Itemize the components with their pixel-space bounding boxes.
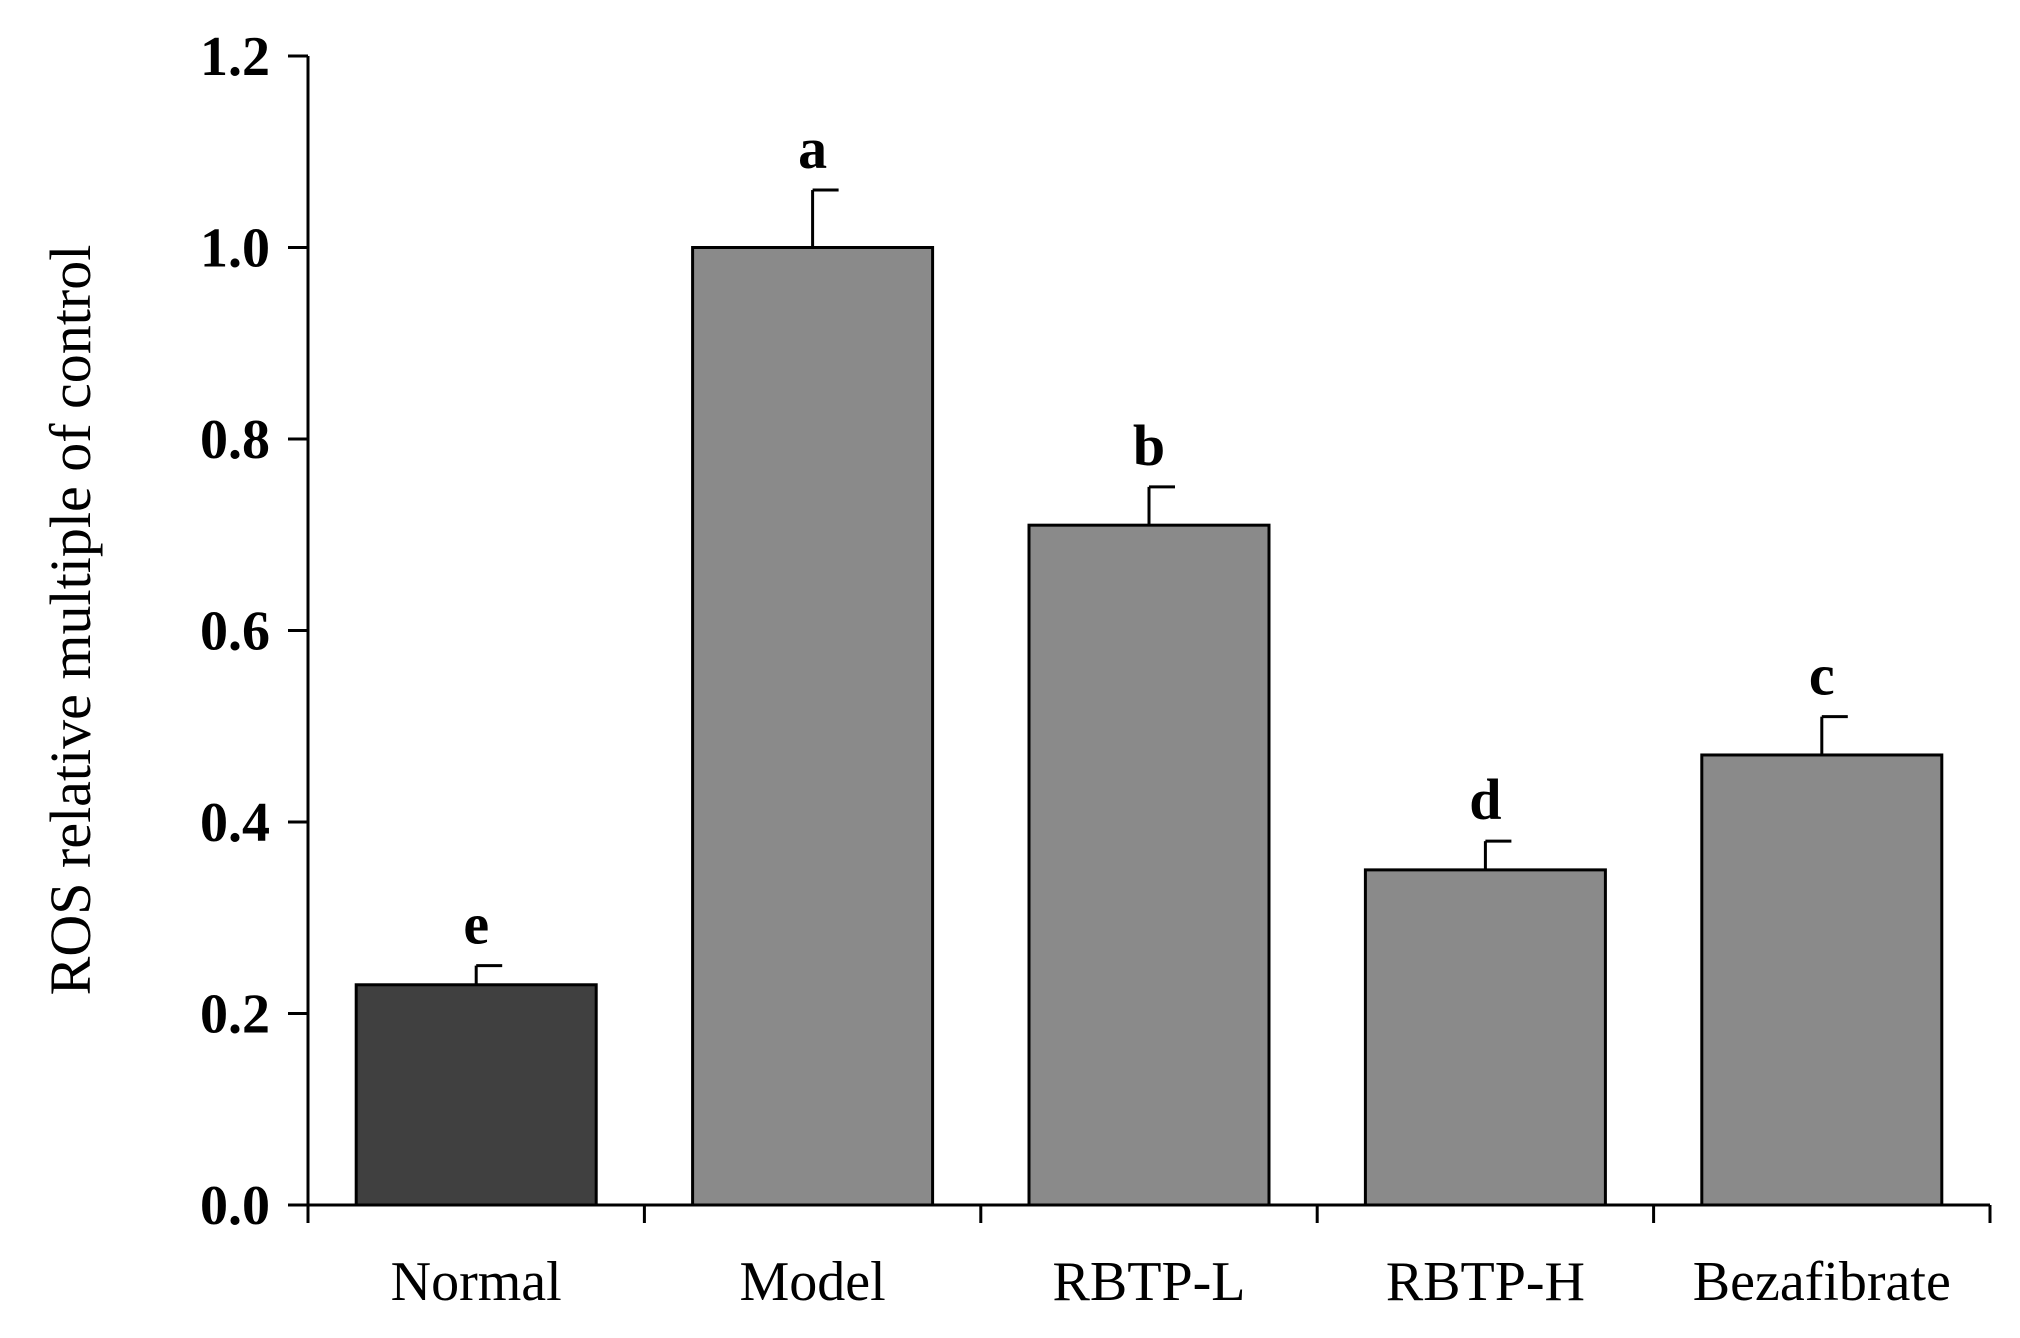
- x-category-label: Bezafibrate: [1693, 1251, 1951, 1313]
- bar-rbtp-h: [1363, 868, 1607, 1207]
- y-tick-label: 0.4: [200, 792, 270, 854]
- y-tick-label: 1.0: [200, 218, 270, 280]
- bar-normal: [354, 983, 598, 1207]
- x-category-label: Normal: [391, 1251, 562, 1313]
- x-category-label: RBTP-H: [1386, 1251, 1585, 1313]
- bar-bezafibrate: [1700, 753, 1944, 1207]
- y-tick-label: 0.6: [200, 601, 270, 663]
- bars-layer: [354, 188, 1944, 1207]
- y-tick-label: 0.8: [200, 409, 270, 471]
- significance-label: d: [1469, 767, 1501, 832]
- labels-layer: 0.0 0.2 0.4 0.6 0.8 1.0 1.2 e Normal a Model b RBTP-…: [200, 26, 1951, 1313]
- significance-label: e: [463, 892, 489, 957]
- significance-label: c: [1809, 643, 1835, 708]
- bar-model: [691, 246, 935, 1207]
- significance-label: b: [1133, 413, 1165, 478]
- y-tick-label: 0.0: [200, 1175, 270, 1237]
- significance-label: a: [798, 116, 827, 181]
- axes-layer: [288, 54, 1992, 1223]
- y-tick-label: 0.2: [200, 984, 270, 1046]
- y-axis-label: ROS relative multiple of control: [38, 245, 103, 996]
- x-category-label: Model: [739, 1251, 885, 1313]
- bar-rbtp-l: [1027, 523, 1271, 1207]
- y-tick-label: 1.2: [200, 26, 270, 88]
- x-category-label: RBTP-L: [1053, 1251, 1246, 1313]
